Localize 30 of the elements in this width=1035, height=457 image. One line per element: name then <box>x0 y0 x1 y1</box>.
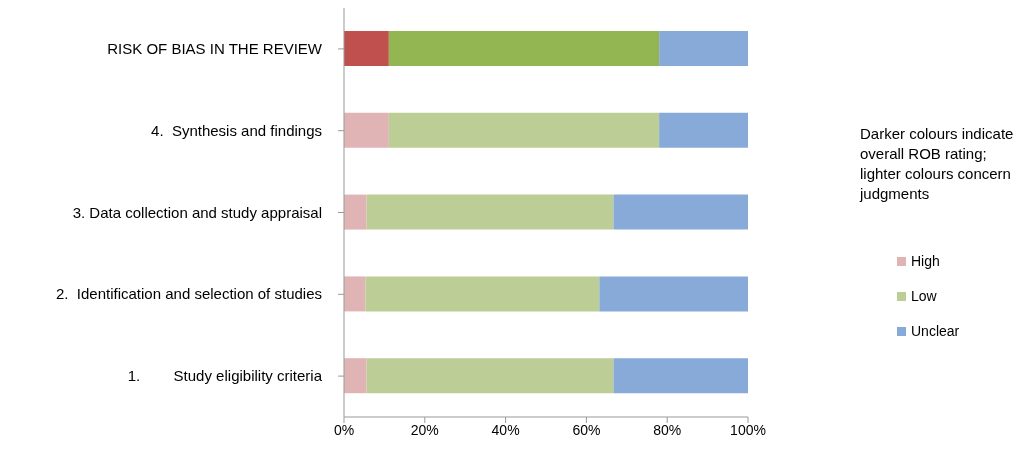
bar <box>365 276 600 312</box>
bar <box>344 194 367 230</box>
y-tick-label: 3. Data collection and study appraisal <box>72 203 322 221</box>
x-tick-label: 0% <box>333 421 355 438</box>
bar <box>366 194 614 230</box>
x-tick-label: 40% <box>491 421 520 438</box>
bar <box>659 112 748 148</box>
legend-label: Unclear <box>911 323 960 339</box>
y-tick-label: 2. Identification and selection of studies <box>55 285 322 303</box>
y-tick-label: RISK OF BIAS IN THE REVIEW <box>107 39 323 57</box>
legend-label: Low <box>911 288 937 304</box>
bar <box>344 31 389 66</box>
x-tick-label: 100% <box>730 421 766 438</box>
y-tick-label: 4. Synthesis and findings <box>151 121 322 139</box>
x-tick-label: 20% <box>410 421 439 438</box>
bar <box>613 358 748 394</box>
bar <box>388 112 660 148</box>
bar <box>344 276 366 312</box>
bar <box>344 358 367 394</box>
y-tick-label: 1. Study eligibility criteria <box>127 367 323 385</box>
bar <box>613 194 748 230</box>
bar <box>388 31 660 66</box>
bar <box>599 276 748 312</box>
bar <box>366 358 614 394</box>
legend-label: High <box>911 253 940 269</box>
x-tick-label: 80% <box>653 421 682 438</box>
bar <box>344 112 389 148</box>
text: Darker colours indicate overall ROB rating; lighter colours concern judgments <box>860 124 1015 204</box>
x-tick-label: 60% <box>572 421 601 438</box>
bar <box>659 31 748 66</box>
